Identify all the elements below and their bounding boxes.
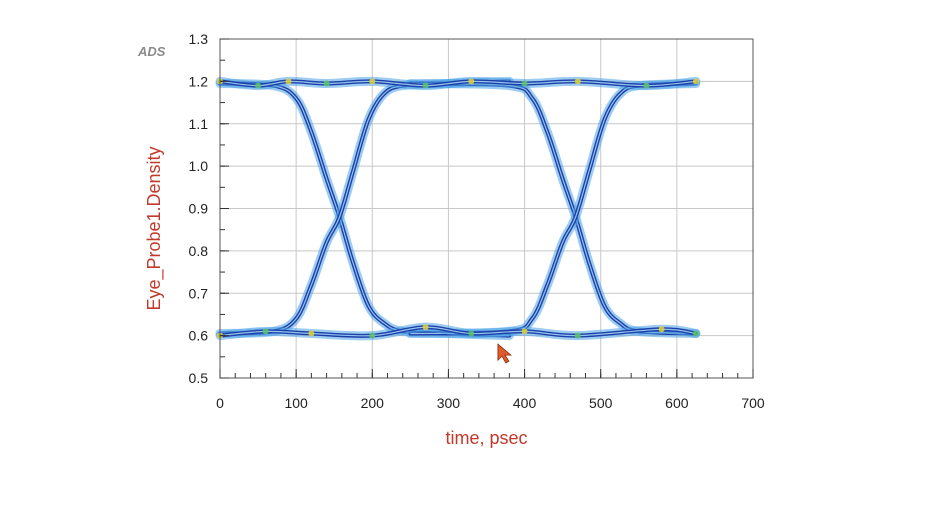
y-tick-label: 0.8 (189, 243, 209, 259)
density-dot (369, 332, 376, 339)
density-dot (369, 78, 376, 85)
y-tick-label: 0.9 (189, 201, 209, 217)
y-tick-label: 0.5 (189, 370, 209, 386)
density-dot (422, 82, 429, 89)
density-dot (574, 78, 581, 85)
density-dot (521, 80, 528, 87)
y-tick-label: 1.2 (189, 73, 209, 89)
x-tick-label: 600 (665, 395, 689, 411)
y-tick-label: 0.6 (189, 328, 209, 344)
mouse-cursor-icon (497, 343, 513, 364)
x-tick-label: 500 (589, 395, 613, 411)
density-dot (574, 332, 581, 339)
x-tick-label: 100 (284, 395, 308, 411)
y-tick-label: 1.3 (189, 31, 209, 47)
y-axis-title: Eye_Probe1.Density (144, 146, 165, 310)
x-tick-label: 400 (513, 395, 537, 411)
density-dot (521, 328, 528, 335)
density-dot (692, 78, 699, 85)
density-highlights (217, 78, 699, 339)
trace-highlight-5 (219, 326, 696, 337)
x-tick-label: 0 (216, 395, 224, 411)
x-tick-label: 700 (741, 395, 765, 411)
x-axis-title: time, psec (445, 428, 527, 448)
density-dot (692, 330, 699, 337)
y-tick-label: 1.0 (189, 158, 209, 174)
density-dot (285, 78, 292, 85)
density-dot (468, 330, 475, 337)
y-tick-label: 1.1 (189, 116, 209, 132)
density-dot (255, 82, 262, 89)
x-tick-label: 300 (437, 395, 461, 411)
density-dot (658, 326, 665, 333)
x-axis-ticks: 0 100 200 300 400 500 600 700 (216, 369, 765, 411)
density-dot (262, 328, 269, 335)
density-dot (308, 330, 315, 337)
ads-logo: ADS (137, 44, 166, 59)
x-tick-label: 200 (361, 395, 385, 411)
density-dot (422, 324, 429, 331)
eye-traces (215, 76, 701, 341)
density-dot (468, 78, 475, 85)
density-dot (323, 80, 330, 87)
density-dot (643, 82, 650, 89)
y-tick-label: 0.7 (189, 285, 209, 301)
y-axis-ticks: 0.5 0.6 0.7 0.8 0.9 1.0 1.1 1.2 1.3 (189, 31, 229, 386)
